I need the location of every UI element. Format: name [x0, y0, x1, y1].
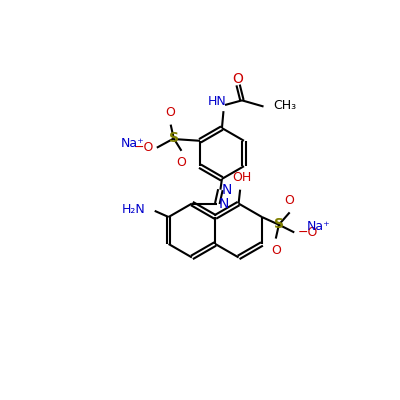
Text: OH: OH — [232, 170, 251, 184]
Text: N: N — [218, 196, 229, 210]
Text: H₂N: H₂N — [122, 203, 146, 216]
Text: −O: −O — [297, 226, 318, 239]
Text: N: N — [221, 183, 232, 197]
Text: −O: −O — [134, 141, 154, 154]
Text: O: O — [176, 156, 186, 169]
Text: Na⁺: Na⁺ — [120, 136, 144, 150]
Text: S: S — [274, 217, 284, 231]
Text: O: O — [233, 72, 244, 86]
Text: Na⁺: Na⁺ — [307, 220, 331, 233]
Text: HN: HN — [208, 95, 227, 108]
Text: S: S — [169, 132, 179, 146]
Text: CH₃: CH₃ — [273, 99, 296, 112]
Text: O: O — [271, 244, 281, 257]
Text: O: O — [285, 194, 294, 207]
Text: O: O — [166, 106, 176, 119]
